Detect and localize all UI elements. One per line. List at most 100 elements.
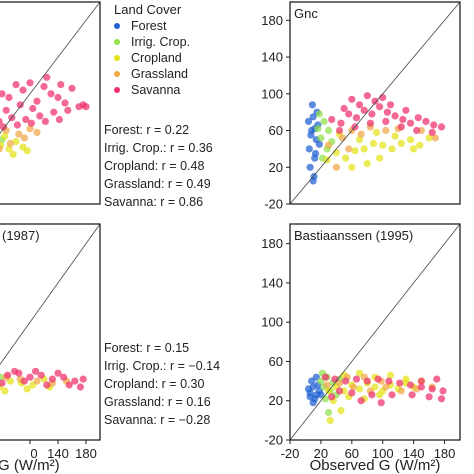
point-savanna (43, 381, 51, 389)
point-forest (306, 393, 314, 401)
point-grassland (335, 379, 344, 387)
point-savanna (4, 371, 12, 379)
point-savanna (437, 123, 446, 131)
point-savanna (335, 387, 344, 395)
point-forest (304, 117, 313, 125)
point-cropland (326, 416, 334, 424)
point-savanna (382, 117, 390, 125)
point-savanna (430, 121, 438, 129)
stat-top-forest: Forest: r = 0.22 (104, 123, 189, 137)
point-savanna (19, 86, 27, 94)
point-savanna (352, 375, 361, 383)
point-cropland (348, 163, 356, 171)
point-cropland (416, 141, 424, 149)
point-savanna (417, 377, 425, 385)
point-savanna (397, 123, 405, 131)
legend-marker-forest (114, 23, 120, 29)
point-savanna (37, 371, 45, 379)
point-irrig-crop (321, 395, 330, 403)
point-cropland (12, 138, 20, 146)
stat-top-cropland: Cropland: r = 0.48 (104, 159, 204, 173)
legend-label-grassland: Grassland (131, 67, 188, 81)
plot-frame (0, 1, 101, 205)
point-savanna (342, 377, 350, 385)
y-tick-label: 180 (261, 13, 283, 28)
point-savanna (11, 367, 19, 375)
x-tick-label: 100 (372, 446, 394, 461)
plot-frame (289, 1, 461, 205)
one-to-one-line (290, 224, 460, 440)
point-cropland (332, 149, 340, 157)
x-axis-label: G (W/m²) (0, 457, 60, 474)
x-tick-label: 60 (345, 446, 359, 461)
plot-frame (289, 223, 461, 441)
point-grassland (382, 383, 390, 391)
y-tick-label: -20 (264, 433, 283, 448)
stat-bottom-cropland: Cropland: r = 0.30 (104, 377, 204, 391)
point-cropland (23, 385, 31, 393)
point-savanna (29, 104, 37, 113)
point-savanna (5, 93, 13, 102)
panel-title: Gnc (294, 6, 318, 21)
point-irrig-crop (320, 117, 328, 125)
point-savanna (0, 90, 6, 98)
point-savanna (36, 112, 44, 120)
point-savanna (368, 391, 376, 399)
point-savanna (345, 110, 353, 118)
y-tick-label: 140 (261, 275, 283, 290)
point-savanna (348, 95, 356, 103)
panel-top-left (0, 1, 101, 205)
point-savanna (57, 81, 65, 89)
point-savanna (43, 73, 51, 81)
point-savanna (335, 126, 344, 135)
point-savanna (422, 117, 430, 125)
point-savanna (355, 101, 364, 109)
point-cropland (369, 139, 378, 147)
y-tick-label: -20 (264, 197, 283, 212)
stats-top: Forest: r = 0.22 Irrig. Crop.: r = 0.36 … (104, 123, 213, 209)
point-grassland (357, 130, 365, 138)
y-tick-label: 20 (269, 160, 283, 175)
point-cropland (397, 139, 405, 147)
point-savanna (439, 387, 447, 395)
y-tick-label: 60 (269, 354, 283, 369)
point-savanna (414, 114, 422, 122)
point-savanna (50, 108, 58, 116)
point-savanna (61, 99, 69, 107)
point-cropland (388, 145, 396, 153)
point-cropland (337, 406, 345, 415)
point-savanna (386, 101, 395, 109)
point-savanna (406, 119, 415, 127)
point-cropland (355, 369, 364, 377)
point-savanna (0, 379, 6, 387)
y-tick-label: 100 (261, 315, 283, 330)
x-tick-label: -20 (281, 446, 300, 461)
point-forest (307, 131, 315, 139)
point-forest (311, 149, 320, 158)
point-savanna (13, 121, 21, 129)
point-savanna (22, 115, 30, 124)
point-cropland (1, 132, 9, 140)
point-savanna (79, 375, 87, 383)
point-savanna (385, 377, 393, 385)
point-forest (304, 385, 313, 393)
stat-bottom-irrig-crop: Irrig. Crop.: r = −0.14 (104, 359, 220, 373)
point-grassland (382, 126, 390, 135)
point-grassland (33, 377, 41, 385)
point-savanna (12, 81, 20, 89)
point-savanna (0, 117, 3, 125)
legend-label-cropland: Cropland (131, 51, 182, 65)
point-cropland (5, 145, 13, 153)
y-tick-label: 100 (261, 86, 283, 101)
x-tick-label: 180 (434, 446, 456, 461)
point-savanna (348, 389, 356, 397)
x-axis-label: Observed G (W/m²) (310, 457, 441, 474)
point-savanna (368, 110, 376, 118)
point-forest (308, 101, 316, 109)
point-savanna (2, 106, 10, 114)
y-tick-label: 20 (269, 393, 283, 408)
point-grassland (0, 145, 3, 153)
point-grassland (349, 383, 357, 391)
x-tick-label: 0 (30, 446, 37, 461)
point-savanna (33, 97, 41, 105)
